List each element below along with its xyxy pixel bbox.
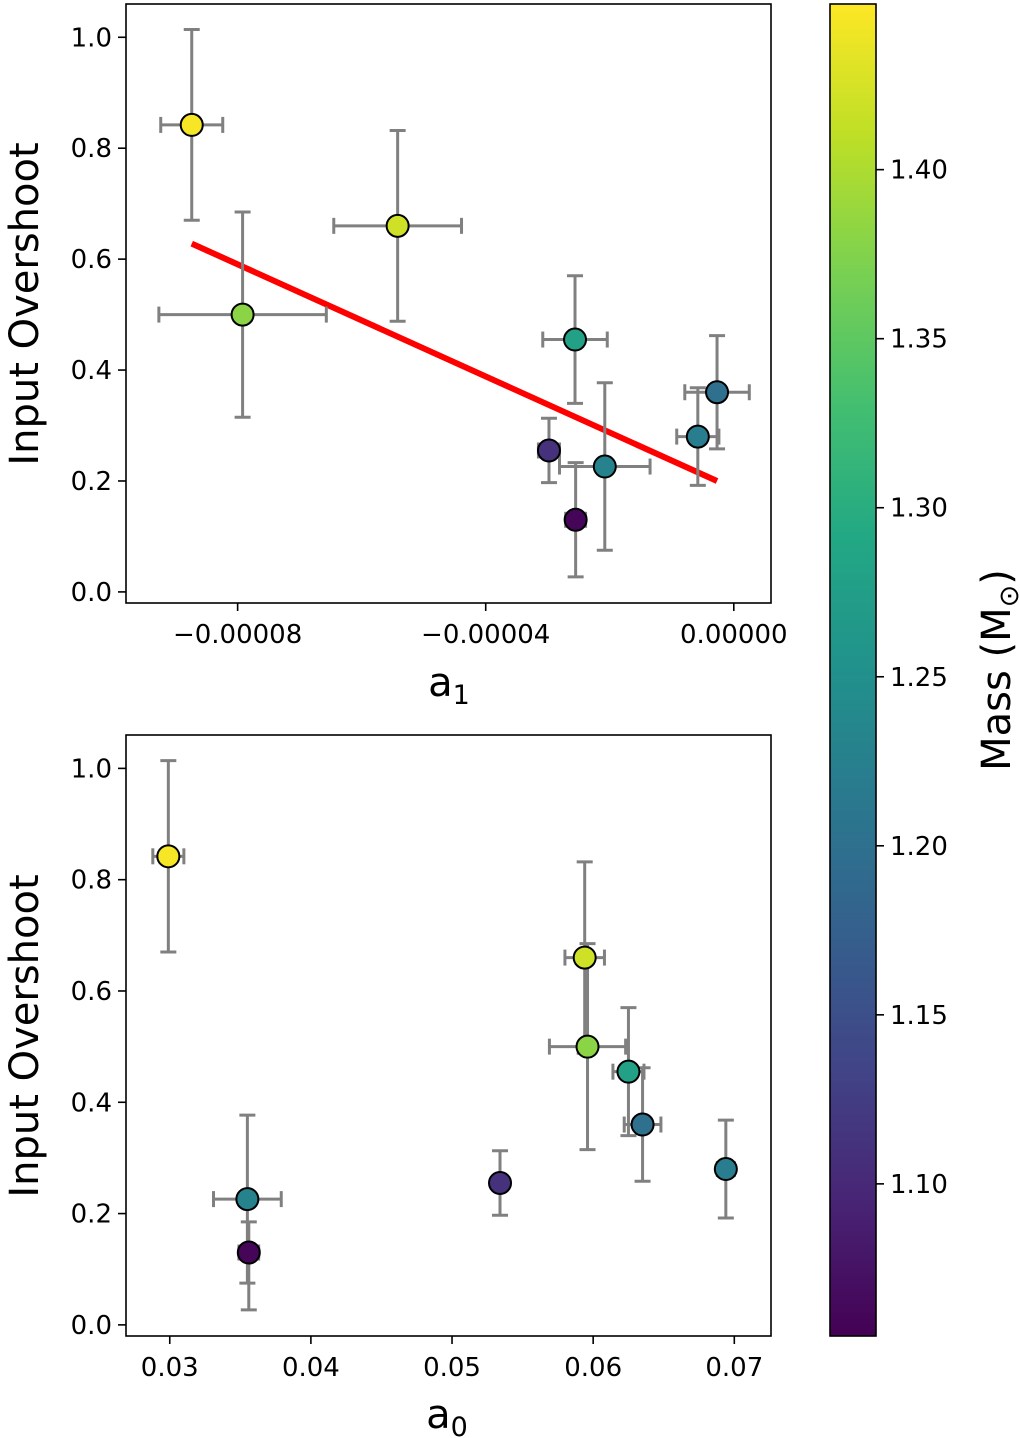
bottom-error-bar xyxy=(237,1220,261,1312)
top-x-tick-label: 0.00000 xyxy=(680,620,788,650)
bottom-y-tick-label: 0.8 xyxy=(71,866,112,896)
colorbar-tick-label: 1.20 xyxy=(890,832,948,862)
top-plot-frame xyxy=(125,3,772,604)
colorbar-ticks: 1.10 1.15 1.20 1.25 1.30 1.35 1.40 xyxy=(876,156,948,1200)
bottom-y-tick-label: 0.2 xyxy=(71,1200,112,1230)
bottom-y-tick-label: 0.0 xyxy=(71,1311,112,1341)
bottom-y-tick-label: 1.0 xyxy=(71,754,112,784)
bottom-x-tick-label: 0.07 xyxy=(705,1353,763,1383)
top-data-point xyxy=(705,380,730,405)
colorbar-tick-label: 1.15 xyxy=(890,1001,948,1031)
top-x-tick-label: −0.00004 xyxy=(421,620,550,650)
bottom-axis-ticks: 0.03 0.04 0.05 0.06 0.07 0.0 0.2 0.4 0.6 0.8 1.0 xyxy=(71,754,764,1383)
bottom-data-point xyxy=(156,844,181,869)
top-y-tick-label: 0.0 xyxy=(71,578,112,608)
bottom-x-tick-label: 0.04 xyxy=(282,1353,340,1383)
top-axis-ticks: −0.00008 −0.00004 0.00000 0.0 0.2 0.4 0.6 0.8 1.… xyxy=(71,23,788,650)
bottom-data-point xyxy=(616,1059,641,1084)
top-x-axis-title-subscript: 1 xyxy=(453,680,470,711)
colorbar-tick-label: 1.40 xyxy=(890,156,948,186)
top-fit-line xyxy=(190,240,719,484)
bottom-data-point xyxy=(236,1240,261,1265)
bottom-x-tick-label: 0.05 xyxy=(423,1353,481,1383)
colorbar-label-close: ) xyxy=(974,569,1020,585)
bottom-y-tick-label: 0.4 xyxy=(71,1088,112,1118)
top-data-point xyxy=(536,438,561,463)
top-data-points xyxy=(179,112,730,532)
colorbar: 1.10 1.15 1.20 1.25 1.30 1.35 1.40 Mass (M⊙) xyxy=(829,3,1020,1337)
top-scatter-panel: −0.00008 −0.00004 0.00000 0.0 0.2 0.4 0.6 0.8 1.… xyxy=(2,3,788,711)
top-data-point xyxy=(685,424,710,449)
top-data-point xyxy=(179,112,204,137)
top-y-tick-label: 0.6 xyxy=(71,245,112,275)
colorbar-gradient xyxy=(829,3,877,1337)
bottom-plot-frame xyxy=(125,734,772,1337)
bottom-data-point xyxy=(488,1170,513,1195)
top-data-point xyxy=(563,327,588,352)
bottom-data-point xyxy=(572,945,597,970)
bottom-x-axis-title-base: a xyxy=(426,1392,451,1438)
top-x-tick-label: −0.00008 xyxy=(173,620,302,650)
top-y-tick-label: 0.2 xyxy=(71,467,112,497)
colorbar-tick-label: 1.25 xyxy=(890,663,948,693)
top-y-tick-label: 1.0 xyxy=(71,23,112,53)
bottom-x-tick-label: 0.03 xyxy=(141,1353,199,1383)
top-y-axis-title: Input Overshoot xyxy=(2,142,48,465)
colorbar-tick-label: 1.35 xyxy=(890,325,948,355)
top-y-tick-label: 0.8 xyxy=(71,134,112,164)
colorbar-label-base: Mass (M xyxy=(974,607,1020,771)
top-x-axis-title: a1 xyxy=(428,660,470,711)
bottom-data-point xyxy=(630,1112,655,1137)
bottom-data-point xyxy=(235,1187,260,1212)
bottom-error-bars xyxy=(151,759,736,1312)
colorbar-label-subscript: ⊙ xyxy=(994,585,1020,608)
colorbar-tick-label: 1.30 xyxy=(890,494,948,524)
top-data-point xyxy=(563,507,588,532)
top-error-bars xyxy=(157,28,751,579)
top-x-axis-title-base: a xyxy=(428,660,453,706)
top-data-point xyxy=(592,454,617,479)
bottom-data-point xyxy=(713,1157,738,1182)
top-y-tick-label: 0.4 xyxy=(71,356,112,386)
bottom-data-points xyxy=(156,844,738,1265)
bottom-scatter-panel: 0.03 0.04 0.05 0.06 0.07 0.0 0.2 0.4 0.6 0.8 1.0 I… xyxy=(2,734,772,1438)
bottom-x-tick-label: 0.06 xyxy=(564,1353,622,1383)
colorbar-label: Mass (M⊙) xyxy=(974,569,1020,771)
bottom-y-tick-label: 0.6 xyxy=(71,977,112,1007)
bottom-y-axis-title: Input Overshoot xyxy=(2,874,48,1197)
top-data-point xyxy=(230,302,255,327)
colorbar-tick-label: 1.10 xyxy=(890,1170,948,1200)
top-fit-line-group xyxy=(190,240,719,484)
bottom-data-point xyxy=(575,1034,600,1059)
bottom-x-axis-title: a0 xyxy=(426,1392,468,1438)
bottom-x-axis-title-subscript: 0 xyxy=(451,1412,468,1438)
top-data-point xyxy=(385,213,410,238)
